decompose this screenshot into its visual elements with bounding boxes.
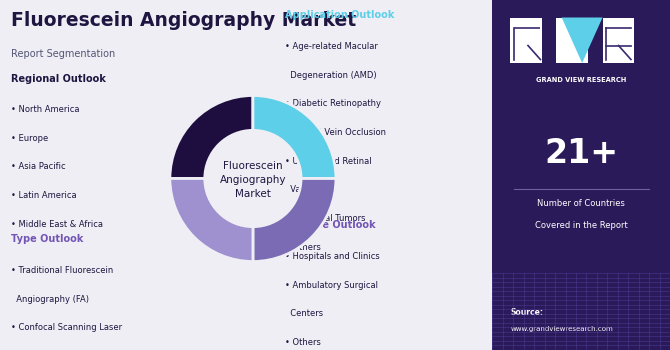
Text: 21+: 21+ — [544, 138, 618, 170]
Polygon shape — [561, 18, 602, 63]
Text: Covered in the Report: Covered in the Report — [535, 220, 628, 230]
Text: Centers: Centers — [285, 309, 323, 318]
Text: Market: Market — [235, 189, 271, 199]
Text: • Hospitals and Clinics: • Hospitals and Clinics — [285, 252, 379, 261]
Text: • Europe: • Europe — [11, 134, 48, 143]
Text: Number of Countries: Number of Countries — [537, 199, 625, 209]
Text: • Others: • Others — [285, 243, 320, 252]
Text: End-use Outlook: End-use Outlook — [285, 220, 375, 231]
FancyBboxPatch shape — [602, 18, 634, 63]
Text: • Middle East & Africa: • Middle East & Africa — [11, 220, 103, 229]
Wedge shape — [253, 96, 336, 178]
Text: Regional Outlook: Regional Outlook — [11, 74, 106, 84]
Wedge shape — [170, 178, 253, 261]
Text: Fluorescein: Fluorescein — [223, 161, 283, 171]
Text: • Age-related Macular: • Age-related Macular — [285, 42, 377, 51]
Text: Degeneration (AMD): Degeneration (AMD) — [285, 71, 377, 80]
Text: • Asia Pacific: • Asia Pacific — [11, 162, 66, 172]
Text: Vasculitis: Vasculitis — [285, 186, 329, 195]
Text: www.grandviewresearch.com: www.grandviewresearch.com — [511, 326, 613, 331]
Text: • Uveitis and Retinal: • Uveitis and Retinal — [285, 157, 371, 166]
Text: • Ambulatory Surgical: • Ambulatory Surgical — [285, 281, 378, 290]
Text: • North America: • North America — [11, 105, 79, 114]
Text: • Traditional Fluorescein: • Traditional Fluorescein — [11, 266, 113, 275]
FancyBboxPatch shape — [511, 18, 542, 63]
Text: Source:: Source: — [511, 308, 543, 317]
Text: Angiography (FA): Angiography (FA) — [11, 295, 89, 304]
Text: Application Outlook: Application Outlook — [285, 10, 394, 21]
Text: • Others: • Others — [285, 338, 320, 347]
Text: • Choroidal Tumors: • Choroidal Tumors — [285, 214, 365, 223]
Wedge shape — [253, 178, 336, 261]
FancyBboxPatch shape — [556, 18, 588, 63]
FancyBboxPatch shape — [492, 0, 670, 350]
Text: • Retinal Vein Occlusion: • Retinal Vein Occlusion — [285, 128, 386, 137]
Text: • Confocal Scanning Laser: • Confocal Scanning Laser — [11, 323, 122, 332]
Text: • Diabetic Retinopathy: • Diabetic Retinopathy — [285, 99, 381, 108]
Text: Fluorescein Angiography Market: Fluorescein Angiography Market — [11, 10, 356, 29]
Text: • Latin America: • Latin America — [11, 191, 76, 200]
Text: GRAND VIEW RESEARCH: GRAND VIEW RESEARCH — [536, 77, 626, 83]
Text: Type Outlook: Type Outlook — [11, 234, 83, 245]
Text: Report Segmentation: Report Segmentation — [11, 49, 115, 59]
Wedge shape — [170, 96, 253, 178]
Text: Angiography: Angiography — [220, 175, 286, 185]
